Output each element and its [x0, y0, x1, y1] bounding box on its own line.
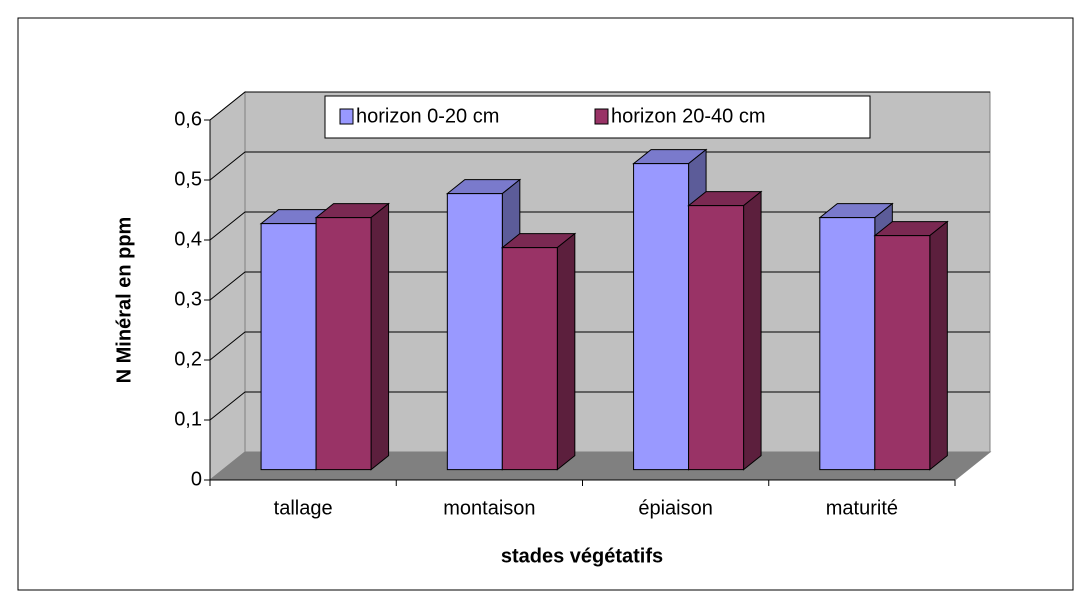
- bar-front: [688, 205, 745, 471]
- y-tick-label: 0,3: [174, 288, 202, 310]
- bar-front: [501, 247, 558, 471]
- x-tick-label: montaison: [443, 497, 535, 519]
- y-tick-label: 0,1: [174, 408, 202, 430]
- bar: [500, 232, 577, 471]
- bar-front: [633, 163, 690, 471]
- bar-side: [743, 190, 762, 471]
- y-tick-label: 0,2: [174, 348, 202, 370]
- y-tick-label: 0,4: [174, 228, 202, 250]
- legend-swatch: [594, 108, 609, 125]
- bar: [687, 190, 763, 471]
- grid-line: [209, 151, 990, 181]
- bar-front: [874, 235, 931, 471]
- x-tick-label: maturité: [826, 497, 898, 519]
- x-axis-title: stades végétatifs: [501, 545, 663, 567]
- bar-side: [556, 232, 576, 471]
- y-tick-label: 0,6: [174, 108, 202, 130]
- legend-swatch: [339, 108, 354, 125]
- bar-side: [370, 202, 390, 471]
- bar-side: [929, 220, 948, 471]
- bar-front: [819, 217, 876, 471]
- legend-label: horizon 20-40 cm: [611, 105, 766, 127]
- y-tick-label: 0: [191, 468, 202, 490]
- legend: horizon 0-20 cm horizon 20-40 cm: [324, 95, 871, 139]
- bar: [873, 220, 949, 471]
- x-tick-label: épiaison: [638, 497, 713, 519]
- bar-front: [260, 223, 317, 471]
- bar: [314, 202, 391, 471]
- bar-front: [315, 217, 372, 471]
- plot-area: 0 0,1 0,2 0,3 0,4 0,5 0,6 tallage montaison épiai…: [174, 90, 992, 519]
- bar-front: [446, 193, 503, 471]
- x-tick-label: tallage: [274, 497, 333, 519]
- legend-label: horizon 0-20 cm: [356, 105, 499, 127]
- y-axis-title: N Minéral en ppm: [113, 217, 135, 384]
- grid-line: [209, 91, 990, 121]
- y-tick-label: 0,5: [174, 168, 202, 190]
